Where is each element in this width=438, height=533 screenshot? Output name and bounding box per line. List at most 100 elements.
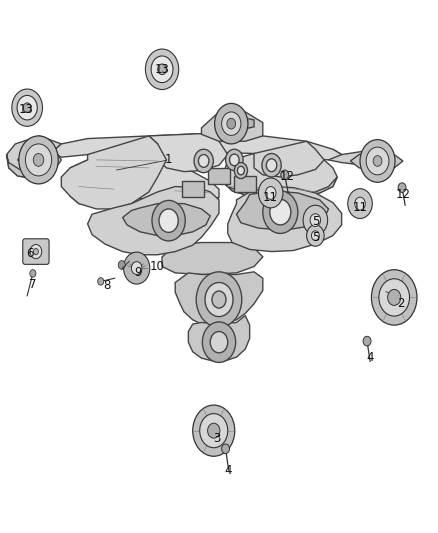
Circle shape <box>17 95 37 120</box>
Polygon shape <box>201 112 263 141</box>
Circle shape <box>208 423 220 438</box>
Text: 9: 9 <box>134 266 142 279</box>
Circle shape <box>158 64 166 75</box>
Circle shape <box>151 56 173 83</box>
Circle shape <box>124 252 150 284</box>
Text: 12: 12 <box>279 171 294 183</box>
Polygon shape <box>188 316 250 361</box>
Circle shape <box>98 278 104 285</box>
Polygon shape <box>18 148 61 171</box>
Circle shape <box>237 166 244 175</box>
Circle shape <box>212 291 226 308</box>
Circle shape <box>194 149 213 173</box>
Circle shape <box>379 279 410 316</box>
Circle shape <box>310 214 321 227</box>
Circle shape <box>205 282 233 317</box>
Polygon shape <box>219 116 254 131</box>
Text: 13: 13 <box>155 63 170 76</box>
Text: 11: 11 <box>353 201 367 214</box>
Polygon shape <box>350 150 403 171</box>
Circle shape <box>303 205 328 235</box>
Polygon shape <box>223 149 337 198</box>
FancyBboxPatch shape <box>23 239 49 264</box>
Circle shape <box>200 414 228 448</box>
Polygon shape <box>70 160 219 205</box>
Text: 10: 10 <box>149 260 164 273</box>
Circle shape <box>366 147 389 175</box>
Circle shape <box>12 89 42 126</box>
Circle shape <box>159 209 178 232</box>
Polygon shape <box>182 181 204 197</box>
Circle shape <box>215 103 248 144</box>
Circle shape <box>222 112 241 135</box>
Polygon shape <box>328 149 385 165</box>
Polygon shape <box>7 136 61 179</box>
Circle shape <box>348 189 372 219</box>
Circle shape <box>266 159 277 172</box>
Circle shape <box>23 103 31 112</box>
Polygon shape <box>53 133 342 160</box>
Circle shape <box>227 118 236 129</box>
Text: 7: 7 <box>29 278 37 290</box>
Circle shape <box>193 405 235 456</box>
Circle shape <box>30 245 42 259</box>
Circle shape <box>202 322 236 362</box>
Text: 1: 1 <box>165 154 173 166</box>
Circle shape <box>355 197 365 210</box>
Circle shape <box>265 187 276 199</box>
Circle shape <box>118 261 125 269</box>
Circle shape <box>281 170 289 180</box>
Circle shape <box>373 156 382 166</box>
Polygon shape <box>70 184 219 211</box>
Polygon shape <box>88 187 219 255</box>
Polygon shape <box>254 141 324 177</box>
Text: 11: 11 <box>263 191 278 204</box>
Polygon shape <box>223 177 337 198</box>
Circle shape <box>363 336 371 346</box>
Circle shape <box>388 289 401 305</box>
Circle shape <box>131 262 142 274</box>
Polygon shape <box>208 168 230 184</box>
Text: 4: 4 <box>224 464 232 477</box>
Text: 3: 3 <box>213 432 220 445</box>
Circle shape <box>360 140 395 182</box>
Circle shape <box>33 154 44 166</box>
Text: 12: 12 <box>396 188 410 201</box>
Circle shape <box>270 199 291 225</box>
Text: 5: 5 <box>312 215 319 228</box>
Circle shape <box>226 149 243 171</box>
Circle shape <box>311 231 319 240</box>
Polygon shape <box>123 204 210 236</box>
Text: 4: 4 <box>366 351 374 364</box>
Circle shape <box>258 178 283 208</box>
Circle shape <box>33 248 39 255</box>
Circle shape <box>25 144 52 176</box>
Circle shape <box>398 183 406 192</box>
Text: 5: 5 <box>312 231 319 244</box>
Polygon shape <box>7 155 53 179</box>
Circle shape <box>30 270 36 277</box>
Polygon shape <box>61 136 166 209</box>
Polygon shape <box>149 133 228 172</box>
Circle shape <box>371 270 417 325</box>
Circle shape <box>222 444 230 454</box>
Circle shape <box>198 155 209 167</box>
Circle shape <box>234 163 247 179</box>
Circle shape <box>210 332 228 353</box>
Text: 13: 13 <box>19 103 34 116</box>
Circle shape <box>145 49 179 90</box>
Polygon shape <box>234 176 256 192</box>
Polygon shape <box>237 191 328 230</box>
Text: 2: 2 <box>397 297 405 310</box>
Circle shape <box>152 200 185 241</box>
Circle shape <box>196 272 242 327</box>
Polygon shape <box>228 187 342 252</box>
Text: 6: 6 <box>26 247 34 260</box>
Circle shape <box>307 225 324 246</box>
Polygon shape <box>162 243 263 274</box>
Circle shape <box>230 154 239 166</box>
Polygon shape <box>175 272 263 325</box>
Circle shape <box>262 154 281 177</box>
Circle shape <box>263 191 298 233</box>
Circle shape <box>19 136 58 184</box>
